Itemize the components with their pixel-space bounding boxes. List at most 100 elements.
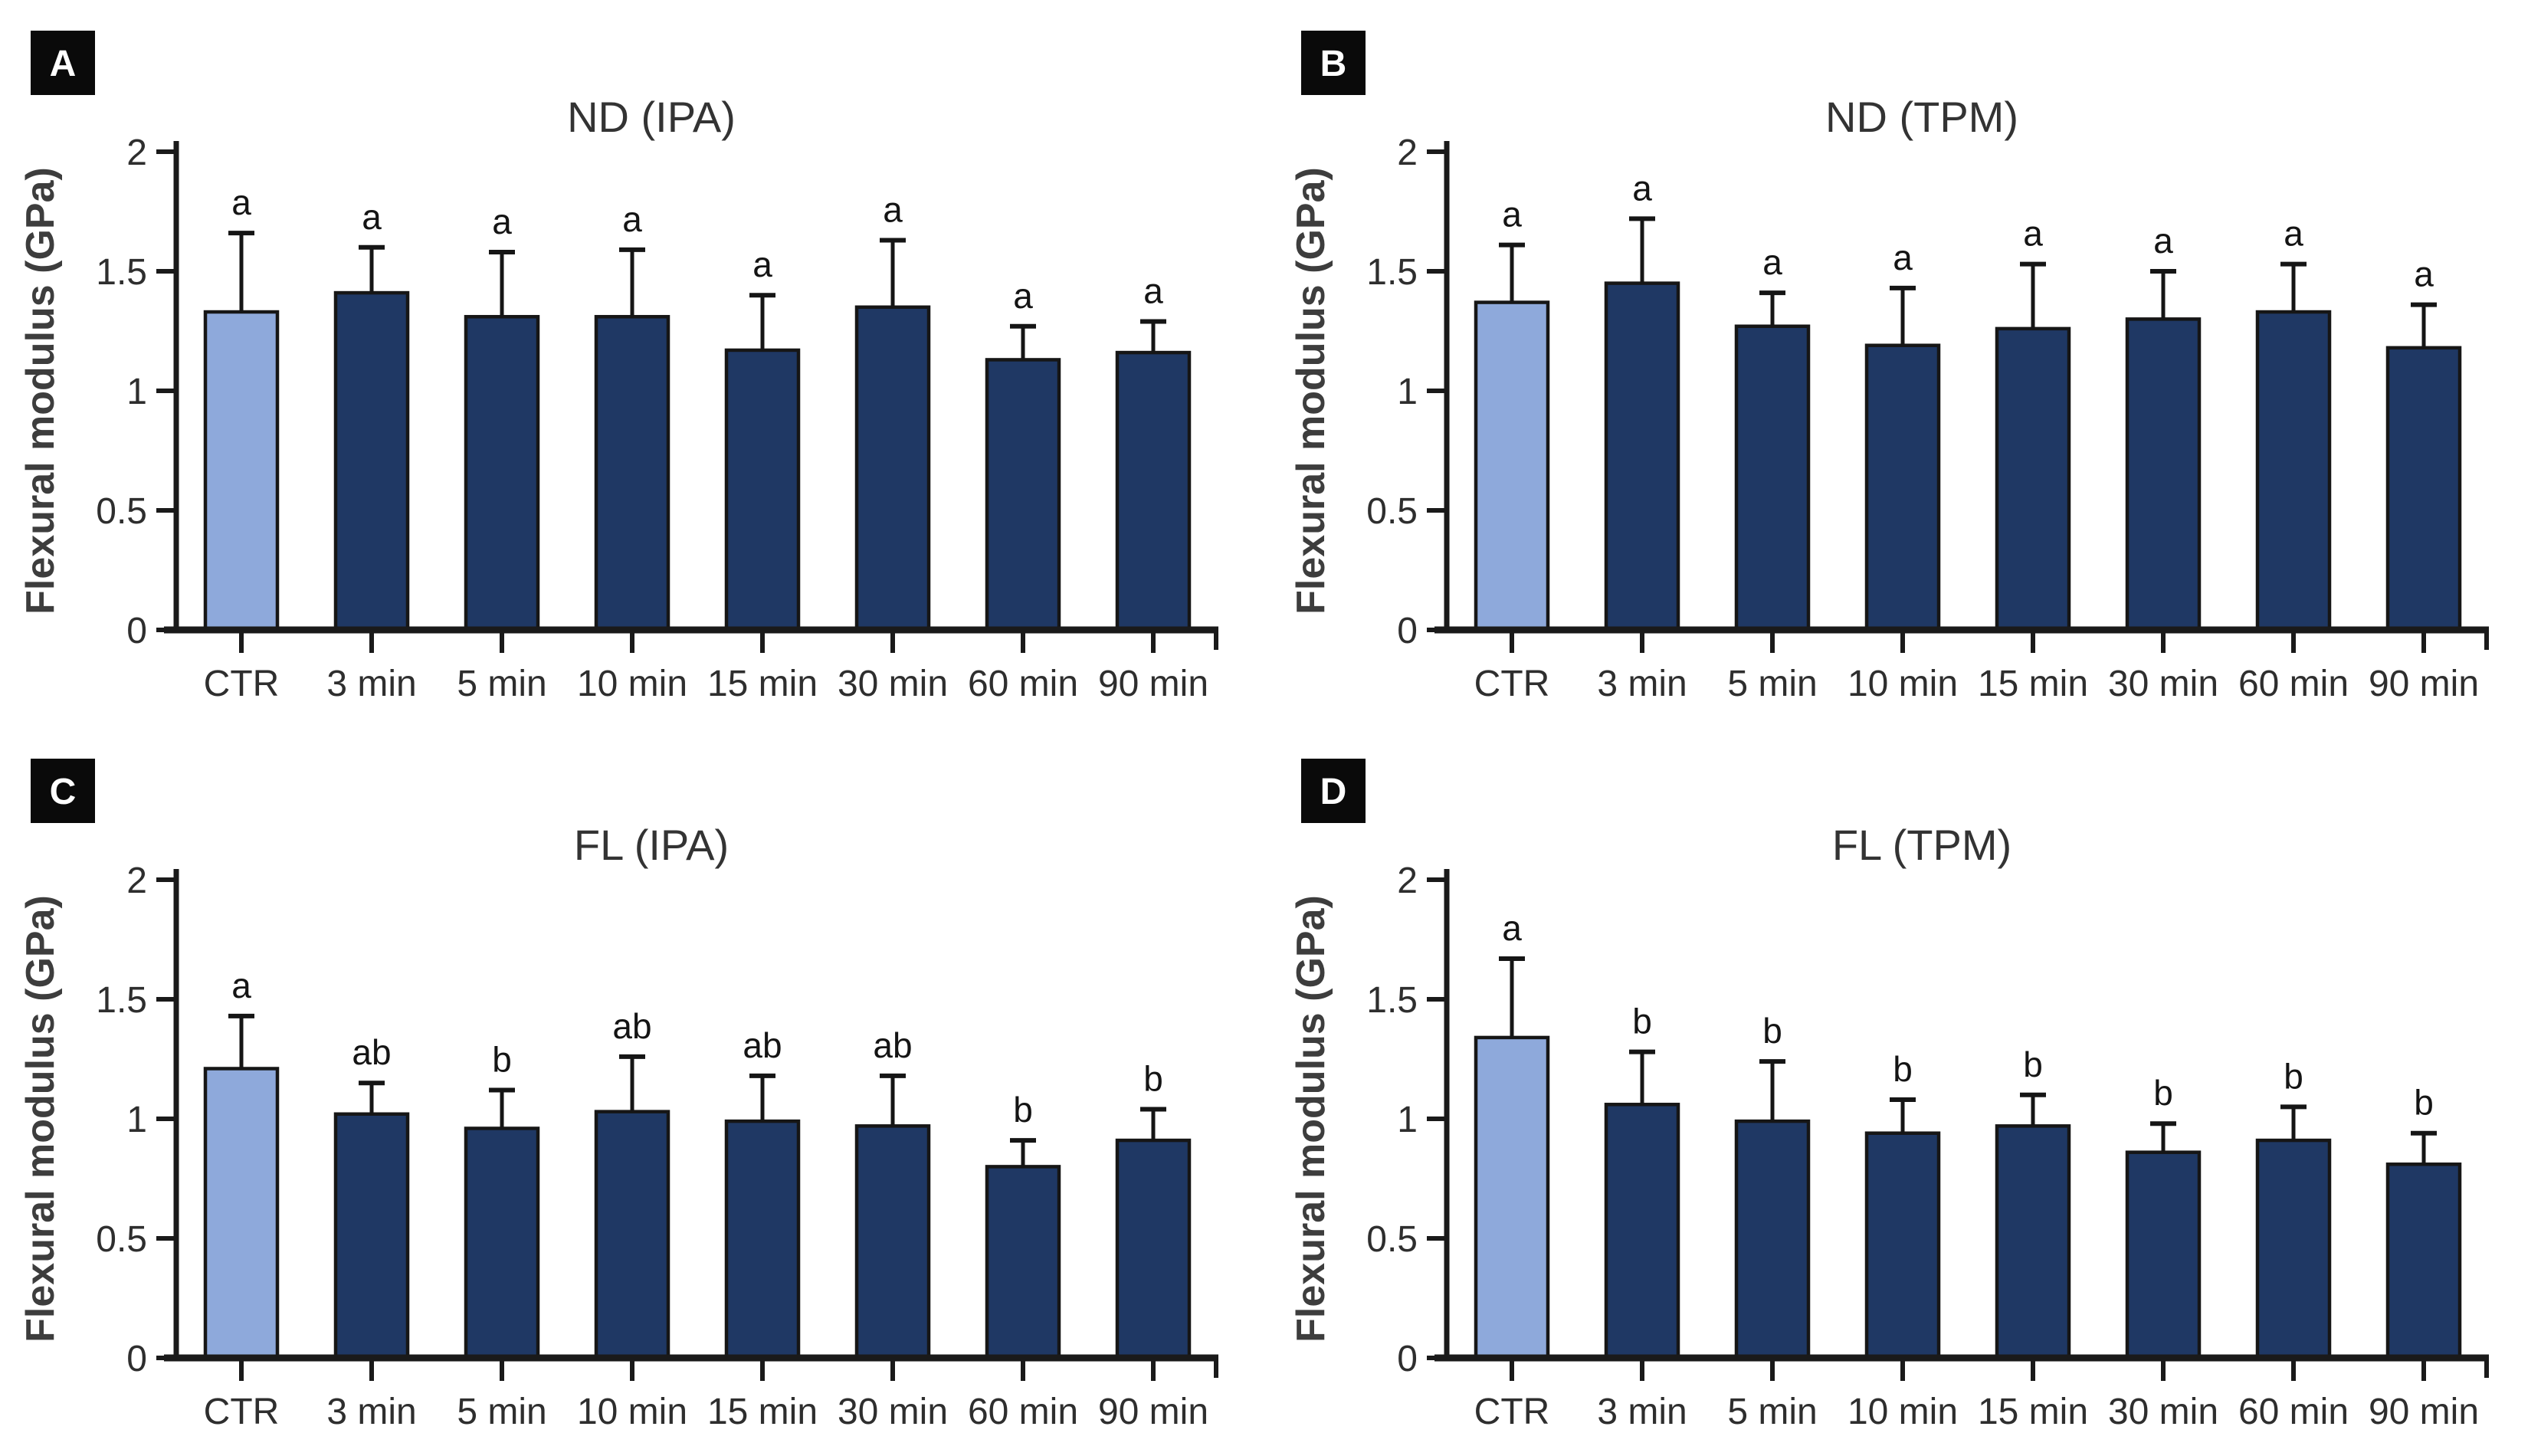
y-tick-label: 2 — [1397, 133, 1418, 173]
x-tick-label: 30 min — [838, 1392, 948, 1432]
sig-letter: b — [1762, 1011, 1782, 1051]
panel-title: ND (IPA) — [567, 93, 736, 141]
sig-letter: b — [1013, 1090, 1033, 1130]
x-tick-label: 15 min — [1978, 1392, 2088, 1432]
panel-label-letter: D — [1320, 772, 1347, 812]
sig-letter: b — [1893, 1049, 1913, 1089]
sig-letter: b — [1143, 1059, 1163, 1099]
panel-label-box — [31, 31, 95, 95]
panel-C-chart: C FL (IPA) Flexural modulus (GPa) 0 0.5 1 1.5 2… — [18, 759, 1218, 1432]
x-tick-label: CTR — [204, 664, 280, 704]
y-tick-label: 2 — [126, 861, 147, 901]
x-tick-label: 90 min — [1098, 1392, 1208, 1432]
sig-letter: a — [622, 199, 642, 239]
sig-letter: ab — [743, 1025, 782, 1065]
x-tick-label: 90 min — [2369, 1392, 2479, 1432]
sig-letter: a — [1013, 276, 1033, 316]
x-tick-label: 15 min — [707, 664, 818, 704]
panel-label-box — [1301, 759, 1366, 823]
bar-90-min — [2385, 346, 2462, 632]
panel-title: FL (IPA) — [574, 821, 729, 869]
panel-D-chart: D FL (TPM) Flexural modulus (GPa) 0 0.5 1 1.5 2… — [1289, 759, 2489, 1432]
y-tick-label: 1 — [1397, 372, 1418, 412]
x-tick-label: 15 min — [1978, 664, 2088, 704]
y-tick-label: 0.5 — [1366, 491, 1418, 532]
x-tick-label: 90 min — [1098, 664, 1208, 704]
sig-letter: a — [883, 189, 903, 229]
bar-ctr — [203, 310, 280, 632]
bar-60-min — [985, 1165, 1061, 1360]
y-tick-label: 0 — [126, 1339, 147, 1379]
bar-10-min — [1864, 343, 1941, 632]
panel-label-box — [1301, 31, 1366, 95]
x-tick-label: 30 min — [2108, 1392, 2218, 1432]
y-tick-label: 1 — [1397, 1100, 1418, 1140]
panel-label-letter: C — [50, 772, 77, 812]
x-tick-label: 90 min — [2369, 664, 2479, 704]
x-tick-label: 5 min — [1727, 1392, 1817, 1432]
sig-letter: a — [362, 197, 382, 237]
y-tick-label: 1.5 — [1366, 980, 1418, 1021]
bar-60-min — [2255, 310, 2332, 632]
sig-letter: a — [1143, 271, 1163, 311]
bar-10-min — [1864, 1131, 1941, 1360]
bar-15-min — [1995, 326, 2071, 632]
y-axis-title: Flexural modulus (GPa) — [18, 167, 63, 615]
sig-letter: b — [2153, 1073, 2173, 1113]
bar-30-min — [854, 305, 931, 632]
bar-3-min — [1604, 281, 1680, 632]
x-tick-label: 3 min — [326, 1392, 416, 1432]
y-tick-label: 1.5 — [96, 980, 147, 1021]
bar-60-min — [2255, 1138, 2332, 1360]
panel-title: ND (TPM) — [1825, 93, 2018, 141]
x-tick-label: 10 min — [577, 1392, 687, 1432]
y-axis-title: Flexural modulus (GPa) — [1289, 895, 1333, 1343]
bar-30-min — [2125, 1150, 2202, 1360]
x-tick-label: 3 min — [1597, 1392, 1687, 1432]
bar-ctr — [1474, 300, 1550, 632]
sig-letter: a — [1632, 168, 1652, 208]
panel-D: D FL (TPM) Flexural modulus (GPa) 0 0.5 1 1.5 2… — [1270, 728, 2541, 1456]
y-tick-label: 0.5 — [96, 491, 147, 532]
x-tick-label: 3 min — [326, 664, 416, 704]
y-tick-label: 0.5 — [96, 1219, 147, 1260]
panel-label-letter: B — [1320, 44, 1347, 84]
panel-A: A ND (IPA) Flexural modulus (GPa) 0 0.5 1 1.5 2… — [0, 0, 1270, 728]
sig-letter: b — [2414, 1083, 2434, 1123]
x-tick-label: 10 min — [1848, 1392, 1958, 1432]
x-tick-label: 15 min — [707, 1392, 818, 1432]
bar-ctr — [1474, 1035, 1550, 1360]
bar-5-min — [464, 315, 540, 632]
bar-10-min — [594, 315, 670, 632]
bar-5-min — [1734, 1119, 1811, 1360]
sig-letter: a — [231, 182, 251, 222]
x-tick-label: 30 min — [838, 664, 948, 704]
panel-B-chart: B ND (TPM) Flexural modulus (GPa) 0 0.5 1 1.5 2… — [1289, 31, 2489, 704]
y-tick-label: 1 — [126, 372, 147, 412]
sig-letter: a — [2153, 221, 2173, 261]
bar-15-min — [724, 348, 801, 632]
panel-A-chart: A ND (IPA) Flexural modulus (GPa) 0 0.5 1 1.5 2… — [18, 31, 1218, 704]
x-tick-label: 30 min — [2108, 664, 2218, 704]
panel-title: FL (TPM) — [1832, 821, 2011, 869]
x-tick-label: CTR — [1474, 664, 1550, 704]
panel-B: B ND (TPM) Flexural modulus (GPa) 0 0.5 1 1.5 2… — [1270, 0, 2541, 728]
bar-10-min — [594, 1110, 670, 1360]
bar-60-min — [985, 358, 1061, 632]
bar-15-min — [724, 1119, 801, 1360]
sig-letter: ab — [612, 1006, 651, 1046]
bar-90-min — [2385, 1163, 2462, 1360]
sig-letter: a — [2023, 214, 2043, 254]
bar-90-min — [1115, 350, 1192, 632]
sig-letter: b — [2284, 1056, 2303, 1096]
bar-5-min — [1734, 324, 1811, 632]
y-tick-label: 1.5 — [1366, 252, 1418, 293]
sig-letter: a — [231, 966, 251, 1005]
x-tick-label: 5 min — [1727, 664, 1817, 704]
y-tick-label: 0 — [126, 611, 147, 651]
x-tick-label: 60 min — [2238, 664, 2349, 704]
x-tick-label: 5 min — [457, 1392, 546, 1432]
x-tick-label: CTR — [1474, 1392, 1550, 1432]
sig-letter: a — [2284, 214, 2303, 254]
